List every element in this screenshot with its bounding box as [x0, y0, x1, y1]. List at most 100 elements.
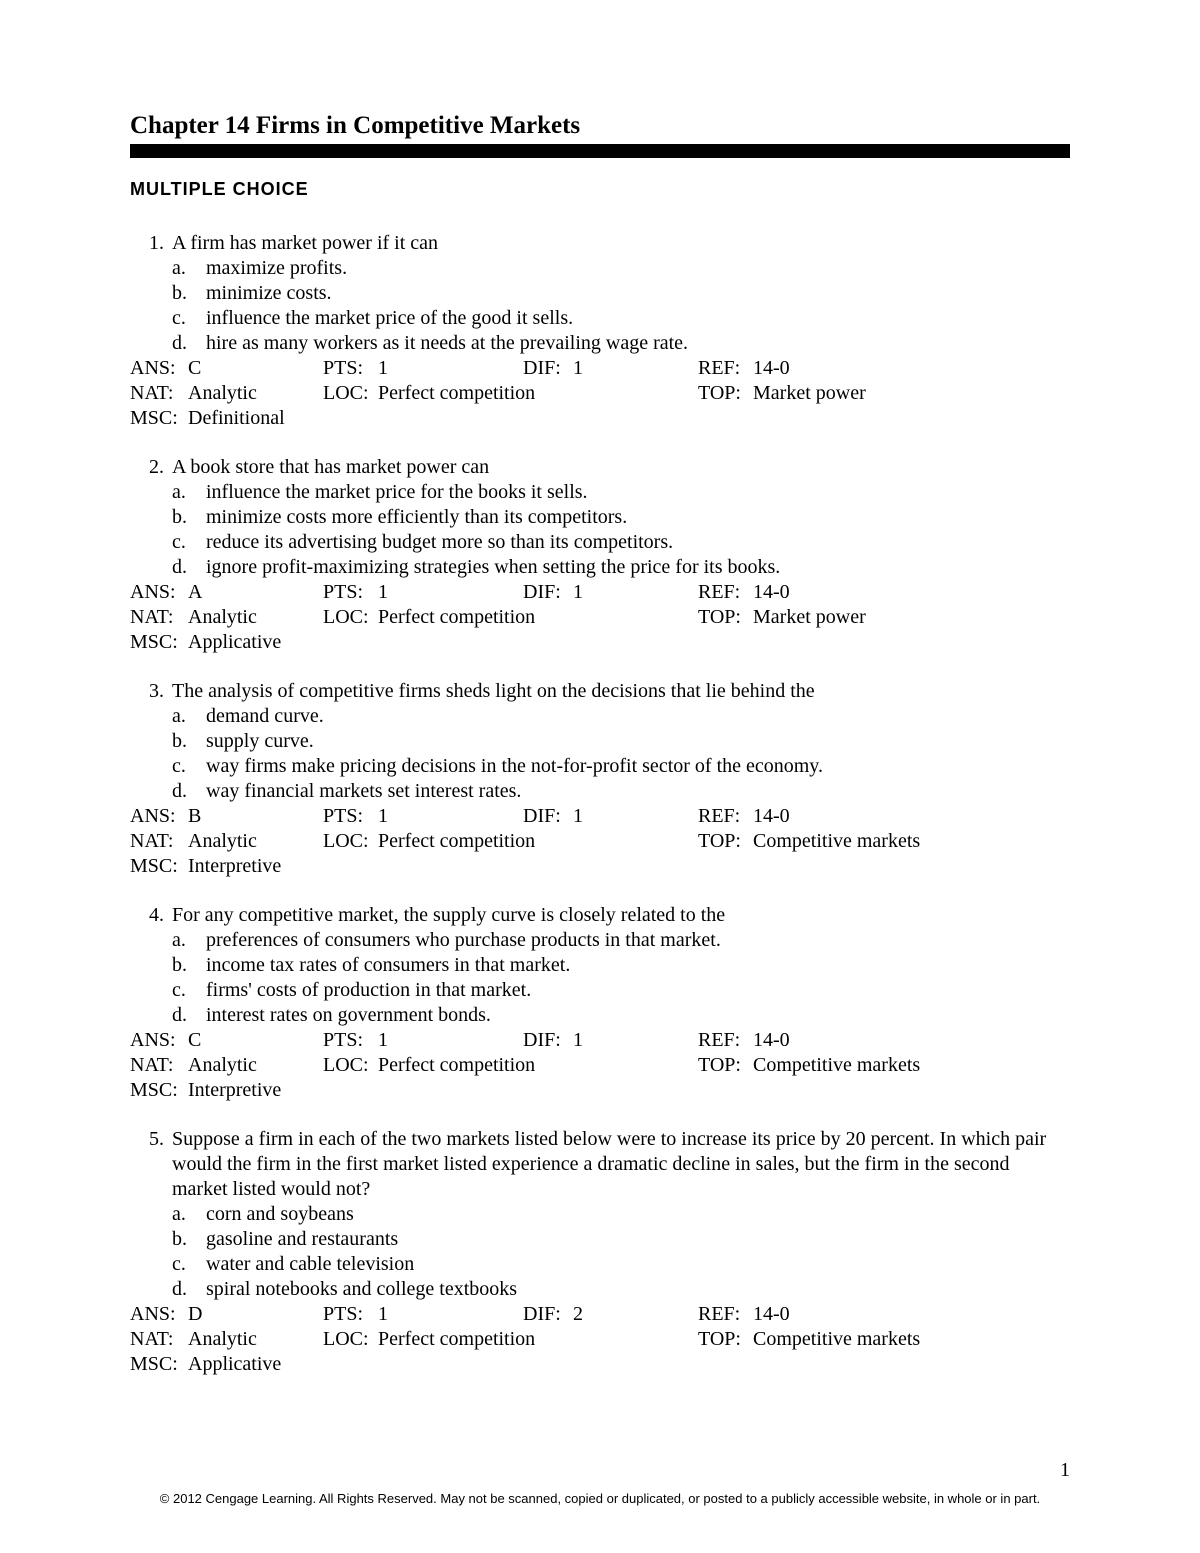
choice-text: influence the market price of the good i… — [206, 306, 1070, 331]
meta-label-msc: MSC: — [130, 1352, 188, 1377]
choice-letter: a. — [172, 480, 206, 505]
choice-letter: a. — [172, 1202, 206, 1227]
question-meta-row: MSC:Interpretive — [130, 1078, 1070, 1103]
meta-value-top: Competitive markets — [753, 829, 1070, 854]
choice-line: b.gasoline and restaurants — [130, 1227, 1070, 1252]
choice-text: reduce its advertising budget more so th… — [206, 530, 1070, 555]
meta-label-nat: NAT: — [130, 1327, 188, 1352]
question-line: 1.A firm has market power if it can — [130, 231, 1070, 256]
question-line: 3.The analysis of competitive firms shed… — [130, 679, 1070, 704]
copyright-footer: © 2012 Cengage Learning. All Rights Rese… — [0, 1491, 1200, 1507]
choice-letter: d. — [172, 1003, 206, 1028]
choice-letter: c. — [172, 1252, 206, 1277]
meta-value-top: Market power — [753, 381, 1070, 406]
meta-label-msc: MSC: — [130, 406, 188, 431]
meta-label-msc: MSC: — [130, 854, 188, 879]
choice-letter: b. — [172, 953, 206, 978]
choice-letter: c. — [172, 306, 206, 331]
meta-value-dif: 2 — [573, 1302, 698, 1327]
meta-value-pts: 1 — [378, 1028, 523, 1053]
choice-text: corn and soybeans — [206, 1202, 1070, 1227]
choice-text: interest rates on government bonds. — [206, 1003, 1070, 1028]
meta-value-dif: 1 — [573, 1028, 698, 1053]
choice-text: maximize profits. — [206, 256, 1070, 281]
choice-text: firms' costs of production in that marke… — [206, 978, 1070, 1003]
choice-line: b.income tax rates of consumers in that … — [130, 953, 1070, 978]
meta-value-nat: Analytic — [188, 1053, 323, 1078]
meta-value-nat: Analytic — [188, 1327, 323, 1352]
meta-value-ans: C — [188, 1028, 323, 1053]
meta-label-msc: MSC: — [130, 630, 188, 655]
choice-line: a.maximize profits. — [130, 256, 1070, 281]
section-title: MULTIPLE CHOICE — [130, 178, 1070, 201]
question-block: 3.The analysis of competitive firms shed… — [130, 679, 1070, 879]
meta-label-top: TOP: — [698, 381, 753, 406]
meta-label-top: TOP: — [698, 605, 753, 630]
choice-letter: d. — [172, 331, 206, 356]
meta-label-ref: REF: — [698, 1302, 753, 1327]
meta-value-ans: C — [188, 356, 323, 381]
choice-letter: b. — [172, 1227, 206, 1252]
choice-letter: b. — [172, 281, 206, 306]
meta-value-nat: Analytic — [188, 829, 323, 854]
meta-value-dif: 1 — [573, 804, 698, 829]
choice-line: d.interest rates on government bonds. — [130, 1003, 1070, 1028]
meta-label-ans: ANS: — [130, 580, 188, 605]
question-meta-row: ANS:APTS:1DIF:1REF:14-0 — [130, 580, 1070, 605]
choice-text: income tax rates of consumers in that ma… — [206, 953, 1070, 978]
meta-value-ans: B — [188, 804, 323, 829]
choice-line: c.water and cable television — [130, 1252, 1070, 1277]
meta-value-msc: Interpretive — [188, 854, 323, 879]
choice-line: d.spiral notebooks and college textbooks — [130, 1277, 1070, 1302]
choice-line: d.way financial markets set interest rat… — [130, 779, 1070, 804]
question-meta-row: NAT:AnalyticLOC:Perfect competitionTOP:M… — [130, 605, 1070, 630]
choice-line: c.influence the market price of the good… — [130, 306, 1070, 331]
question-text: Suppose a firm in each of the two market… — [172, 1127, 1070, 1202]
page-number: 1 — [1060, 1458, 1070, 1483]
question-meta-row: ANS:BPTS:1DIF:1REF:14-0 — [130, 804, 1070, 829]
choice-text: way financial markets set interest rates… — [206, 779, 1070, 804]
meta-label-loc: LOC: — [323, 829, 378, 854]
choice-line: b.minimize costs. — [130, 281, 1070, 306]
meta-label-dif: DIF: — [523, 1302, 573, 1327]
meta-label-loc: LOC: — [323, 1053, 378, 1078]
question-text: A firm has market power if it can — [172, 231, 1070, 256]
question-meta-row: ANS:CPTS:1DIF:1REF:14-0 — [130, 356, 1070, 381]
meta-value-ref: 14-0 — [753, 1302, 1070, 1327]
chapter-title: Chapter 14 Firms in Competitive Markets — [130, 110, 1070, 141]
meta-value-msc: Applicative — [188, 630, 323, 655]
questions-container: 1.A firm has market power if it cana.max… — [130, 231, 1070, 1377]
meta-value-ref: 14-0 — [753, 804, 1070, 829]
question-number: 1. — [130, 231, 172, 256]
question-meta-row: ANS:DPTS:1DIF:2REF:14-0 — [130, 1302, 1070, 1327]
meta-label-dif: DIF: — [523, 356, 573, 381]
meta-label-ref: REF: — [698, 804, 753, 829]
question-meta-row: NAT:AnalyticLOC:Perfect competitionTOP:M… — [130, 381, 1070, 406]
meta-label-ans: ANS: — [130, 356, 188, 381]
choice-line: a.influence the market price for the boo… — [130, 480, 1070, 505]
question-number: 4. — [130, 903, 172, 928]
choice-line: d.hire as many workers as it needs at th… — [130, 331, 1070, 356]
question-meta-row: NAT:AnalyticLOC:Perfect competitionTOP:C… — [130, 829, 1070, 854]
meta-value-dif: 1 — [573, 356, 698, 381]
meta-value-ref: 14-0 — [753, 580, 1070, 605]
choice-text: water and cable television — [206, 1252, 1070, 1277]
meta-label-loc: LOC: — [323, 1327, 378, 1352]
choice-line: a.demand curve. — [130, 704, 1070, 729]
meta-label-dif: DIF: — [523, 1028, 573, 1053]
choice-text: demand curve. — [206, 704, 1070, 729]
choice-text: ignore profit-maximizing strategies when… — [206, 555, 1070, 580]
question-block: 1.A firm has market power if it cana.max… — [130, 231, 1070, 431]
question-meta-row: MSC:Applicative — [130, 630, 1070, 655]
meta-value-loc: Perfect competition — [378, 1327, 698, 1352]
meta-value-nat: Analytic — [188, 381, 323, 406]
meta-label-ans: ANS: — [130, 1028, 188, 1053]
meta-label-ans: ANS: — [130, 804, 188, 829]
question-line: 2.A book store that has market power can — [130, 455, 1070, 480]
question-text: A book store that has market power can — [172, 455, 1070, 480]
meta-value-msc: Interpretive — [188, 1078, 323, 1103]
choice-text: influence the market price for the books… — [206, 480, 1070, 505]
question-block: 5.Suppose a firm in each of the two mark… — [130, 1127, 1070, 1377]
choice-letter: c. — [172, 754, 206, 779]
meta-label-dif: DIF: — [523, 804, 573, 829]
